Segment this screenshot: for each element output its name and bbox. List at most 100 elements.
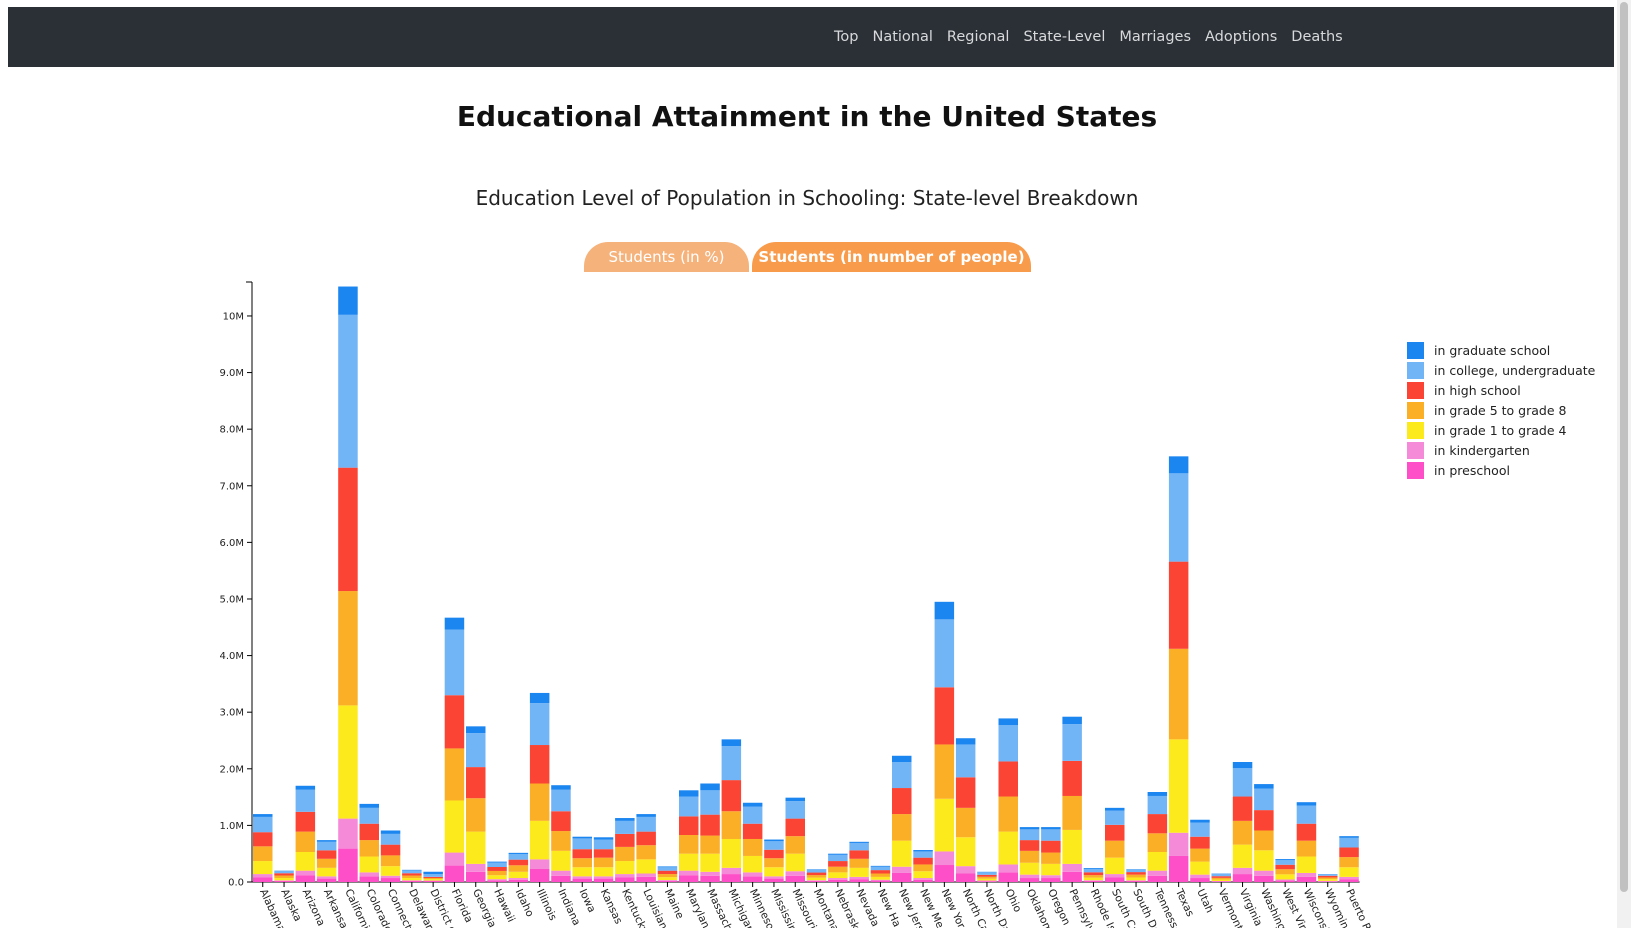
bar-segment	[1232, 820, 1253, 845]
bar-segment	[1105, 840, 1125, 858]
bar-segment	[316, 840, 337, 842]
bar-segment	[1339, 847, 1359, 858]
bar-segment	[466, 863, 486, 872]
bar-segment	[295, 785, 316, 790]
bar-segment	[806, 870, 827, 873]
bar-segment	[380, 878, 401, 882]
bar-segment	[1062, 795, 1082, 830]
bar-segment	[444, 852, 465, 866]
bar-segment	[1062, 829, 1082, 864]
bar-segment	[1105, 857, 1125, 875]
bar-segment	[615, 820, 635, 834]
y-tick-label: 5.0M	[219, 594, 244, 605]
bar-segment	[636, 816, 656, 832]
scrollbar[interactable]	[1617, 0, 1631, 928]
tab-students-percent[interactable]: Students (in %)	[584, 242, 749, 272]
bar-segment	[615, 818, 635, 821]
bar-segment	[913, 851, 933, 858]
legend-swatch	[1407, 341, 1424, 359]
bar-segment	[764, 849, 784, 859]
bar-segment	[466, 871, 486, 882]
nav-link-state-level[interactable]: State-Level	[1023, 29, 1106, 45]
bar-segment	[551, 870, 571, 876]
bar-segment	[700, 790, 720, 815]
bar-segment	[870, 865, 891, 867]
bar-segment	[1254, 810, 1274, 831]
bar-segment	[721, 867, 742, 875]
bar-segment	[785, 836, 805, 854]
bar-segment	[1211, 881, 1231, 882]
bar-segment	[700, 853, 720, 872]
bar-segment	[1041, 827, 1061, 830]
bar-segment	[423, 879, 443, 881]
bar-segment	[1168, 855, 1189, 882]
bar-segment	[849, 842, 869, 851]
bar-segment	[934, 798, 955, 852]
x-tick-label: Texas	[1173, 886, 1197, 918]
bar-segment	[828, 854, 848, 862]
bar-segment	[529, 859, 550, 869]
bar-segment	[1019, 862, 1040, 875]
bar-segment	[892, 755, 912, 762]
nav-link-adoptions[interactable]: Adoptions	[1205, 29, 1278, 45]
legend-item: in college, undergraduate	[1407, 360, 1595, 380]
bar-segment	[253, 814, 273, 817]
bar-segment	[487, 862, 507, 867]
bar-segment	[1296, 823, 1317, 841]
bar-segment	[402, 869, 422, 871]
bar-segment	[295, 789, 316, 812]
bar-segment	[572, 867, 592, 877]
bar-segment	[508, 859, 529, 866]
bar-segment	[1190, 822, 1210, 837]
bar-segment	[1168, 648, 1189, 740]
bar-segment	[657, 880, 678, 882]
bar-segment	[1232, 768, 1253, 797]
bar-segment	[1126, 880, 1146, 882]
scrollbar-thumb[interactable]	[1620, 2, 1628, 892]
bar-segment	[998, 718, 1018, 726]
chart-section-title: Education Level of Population in Schooli…	[475, 186, 1139, 210]
bar-segment	[700, 875, 720, 882]
tab-students-number[interactable]: Students (in number of people)	[752, 242, 1031, 272]
bar-segment	[849, 850, 869, 859]
bar-segment	[1147, 852, 1168, 871]
nav-link-deaths[interactable]: Deaths	[1291, 29, 1343, 45]
bar-segment	[1147, 833, 1168, 852]
bar-segment	[870, 873, 891, 877]
bar-segment	[1339, 876, 1359, 880]
bar-segment	[1318, 874, 1338, 876]
bar-segment	[1275, 859, 1295, 861]
bar-segment	[1062, 863, 1082, 872]
nav-link-national[interactable]: National	[872, 29, 933, 45]
bar-segment	[508, 853, 529, 860]
bar-segment	[274, 875, 294, 879]
legend-swatch	[1407, 461, 1424, 479]
bar-segment	[529, 745, 550, 784]
bar-segment	[1083, 868, 1104, 869]
chart-legend: in graduate school in college, undergradu…	[1407, 340, 1595, 480]
x-tick-label: Iowa	[577, 887, 598, 914]
y-tick-label: 8.0M	[219, 425, 244, 436]
bar-segment	[1147, 814, 1168, 834]
bar-segment	[679, 835, 699, 854]
bar-segment	[402, 873, 422, 876]
nav-link-regional[interactable]: Regional	[946, 29, 1010, 45]
bar-segment	[444, 617, 465, 630]
bar-segment	[700, 835, 720, 854]
nav-link-marriages[interactable]: Marriages	[1119, 29, 1192, 45]
bar-segment	[1275, 869, 1295, 875]
legend-item: in kindergarten	[1407, 440, 1595, 460]
bar-segment	[934, 865, 955, 882]
bar-segment	[444, 629, 465, 696]
nav-link-top[interactable]: Top	[834, 29, 859, 45]
bar-segment	[1083, 880, 1104, 881]
bar-segment	[338, 818, 358, 849]
y-tick-label: 4.0M	[219, 651, 244, 662]
nav-links: Top National Regional State-Level Marria…	[834, 7, 1357, 67]
bar-segment	[359, 840, 379, 857]
bar-segment	[806, 872, 827, 876]
bar-segment	[828, 872, 848, 879]
bar-segment	[444, 748, 465, 801]
bar-segment	[466, 726, 486, 734]
bar-segment	[806, 869, 827, 870]
